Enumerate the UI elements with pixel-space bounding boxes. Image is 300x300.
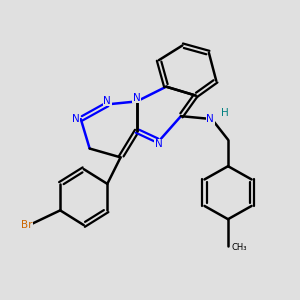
Text: N: N [206,114,214,124]
Text: N: N [103,96,111,106]
Text: N: N [72,114,80,124]
Text: N: N [155,139,163,149]
Text: N: N [133,93,141,103]
Text: Br: Br [21,220,32,230]
Text: CH₃: CH₃ [232,243,247,252]
Text: H: H [221,108,229,118]
